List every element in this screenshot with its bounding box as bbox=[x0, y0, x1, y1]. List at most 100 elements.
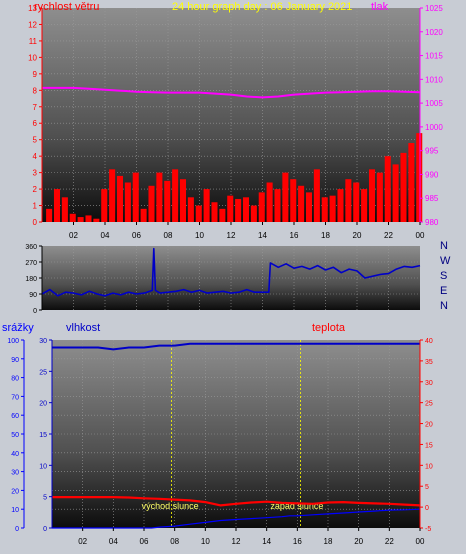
compass-label: N bbox=[440, 300, 448, 312]
wind-speed-bar bbox=[345, 179, 352, 222]
humidity-axis-label: vlhkost bbox=[66, 322, 100, 334]
wind-speed-bar bbox=[132, 172, 139, 222]
y-tick-label: -5 bbox=[425, 526, 431, 533]
x-tick-label: 10 bbox=[195, 231, 204, 240]
direction-series bbox=[41, 247, 421, 297]
wind-speed-bar bbox=[77, 217, 84, 222]
y-tick-label: 40 bbox=[425, 338, 433, 345]
wind-speed-bar bbox=[101, 189, 108, 222]
humidity-line bbox=[52, 342, 420, 351]
humidity-temperature-chart: východ slunce západ slunce 01020304050607… bbox=[2, 322, 433, 546]
wind-speed-bar bbox=[235, 198, 242, 222]
chart-title: 24 hour graph day : 06 January 2021 bbox=[172, 1, 352, 13]
y-tick-label: 11 bbox=[29, 37, 38, 46]
y-tick-label: 6 bbox=[33, 119, 38, 128]
compass-label: S bbox=[440, 270, 447, 282]
wind-speed-bar bbox=[290, 179, 297, 222]
wind-speed-bar bbox=[298, 185, 305, 222]
x-tick-label: 10 bbox=[201, 537, 210, 546]
wind-speed-bar bbox=[85, 215, 92, 222]
x-tick-label: 02 bbox=[78, 537, 87, 546]
wind-speed-bar bbox=[195, 205, 202, 222]
y-tick-label: 180 bbox=[25, 276, 37, 283]
wind-speed-bar bbox=[53, 189, 61, 222]
x-tick-label: 08 bbox=[170, 537, 179, 546]
y-tick-label: 1025 bbox=[425, 4, 443, 13]
temperature-line bbox=[52, 496, 421, 507]
wind-series bbox=[42, 86, 423, 222]
x-tick-label: 00 bbox=[416, 537, 425, 546]
direction-axes: 0 90 180 270 360 bbox=[25, 244, 43, 315]
y-tick-label: 5 bbox=[425, 484, 429, 491]
y-tick-label: 0 bbox=[33, 308, 37, 315]
wind-speed-bar bbox=[109, 169, 116, 222]
y-tick-label: 9 bbox=[33, 70, 38, 79]
y-tick-label: 100 bbox=[7, 338, 19, 345]
sun-event-label: západ slunce bbox=[270, 501, 323, 511]
humidity-grid bbox=[52, 340, 420, 528]
x-tick-label: 20 bbox=[353, 231, 362, 240]
y-tick-label: 25 bbox=[425, 401, 433, 408]
temperature-axis-label: teplota bbox=[312, 322, 346, 334]
wind-speed-bar bbox=[400, 152, 407, 222]
wind-speed-bar bbox=[329, 195, 336, 222]
wind-speed-bar bbox=[164, 180, 171, 222]
sun-event-label: východ slunce bbox=[142, 501, 199, 511]
y-tick-label: 1 bbox=[33, 202, 38, 211]
y-tick-label: 1010 bbox=[425, 75, 443, 84]
wind-axes: 0123456789101112139809859909951000100510… bbox=[28, 4, 443, 240]
humidity-series: východ slunce západ slunce bbox=[52, 340, 421, 529]
wind-speed-bar bbox=[408, 142, 415, 222]
wind-speed-bar bbox=[384, 156, 391, 222]
y-tick-label: 985 bbox=[425, 194, 439, 203]
x-tick-label: 06 bbox=[132, 231, 141, 240]
y-tick-label: 10 bbox=[425, 463, 433, 470]
x-tick-label: 04 bbox=[109, 537, 118, 546]
wind-speed-bar bbox=[172, 169, 179, 222]
wind-speed-bar bbox=[227, 195, 234, 222]
y-tick-label: 15 bbox=[425, 442, 433, 449]
humidity-axes: 0102030405060708090100051015202530-50510… bbox=[7, 338, 433, 546]
x-tick-label: 12 bbox=[227, 231, 236, 240]
y-tick-label: 60 bbox=[11, 413, 19, 420]
y-tick-label: 10 bbox=[28, 53, 37, 62]
y-tick-label: 50 bbox=[11, 432, 19, 439]
wind-speed-bar bbox=[368, 169, 376, 222]
y-tick-label: 1020 bbox=[425, 28, 443, 37]
y-tick-label: 0 bbox=[15, 526, 19, 533]
rain-line bbox=[52, 508, 421, 529]
wind-speed-bar bbox=[266, 182, 273, 222]
x-tick-label: 14 bbox=[262, 537, 271, 546]
wind-speed-bar bbox=[156, 172, 163, 222]
y-tick-label: 995 bbox=[425, 147, 439, 156]
wind-speed-bar bbox=[140, 208, 147, 222]
x-tick-label: 22 bbox=[385, 537, 394, 546]
wind-speed-bar bbox=[93, 218, 100, 222]
y-tick-label: 4 bbox=[33, 152, 38, 161]
y-tick-label: 10 bbox=[11, 507, 19, 514]
pressure-line bbox=[42, 86, 421, 99]
y-tick-label: 90 bbox=[29, 292, 37, 299]
wind-speed-bar bbox=[250, 205, 257, 222]
y-tick-label: 5 bbox=[43, 495, 47, 502]
x-tick-label: 12 bbox=[232, 537, 241, 546]
x-tick-label: 16 bbox=[293, 537, 302, 546]
wind-speed-bar bbox=[179, 179, 187, 222]
wind-speed-bar bbox=[116, 175, 124, 222]
y-tick-label: 360 bbox=[25, 244, 37, 251]
x-tick-label: 16 bbox=[290, 231, 299, 240]
direction-grid bbox=[42, 246, 420, 310]
y-tick-label: 0 bbox=[425, 505, 429, 512]
wind-speed-bar bbox=[258, 192, 265, 222]
y-tick-label: 0 bbox=[43, 526, 47, 533]
wind-speed-bar bbox=[305, 192, 313, 222]
y-tick-label: 90 bbox=[11, 357, 19, 364]
y-tick-label: 12 bbox=[28, 20, 37, 29]
y-tick-label: 30 bbox=[425, 380, 433, 387]
y-tick-label: 40 bbox=[11, 451, 19, 458]
y-tick-label: 8 bbox=[33, 86, 38, 95]
y-tick-label: 70 bbox=[11, 394, 19, 401]
y-tick-label: 13 bbox=[28, 4, 37, 13]
